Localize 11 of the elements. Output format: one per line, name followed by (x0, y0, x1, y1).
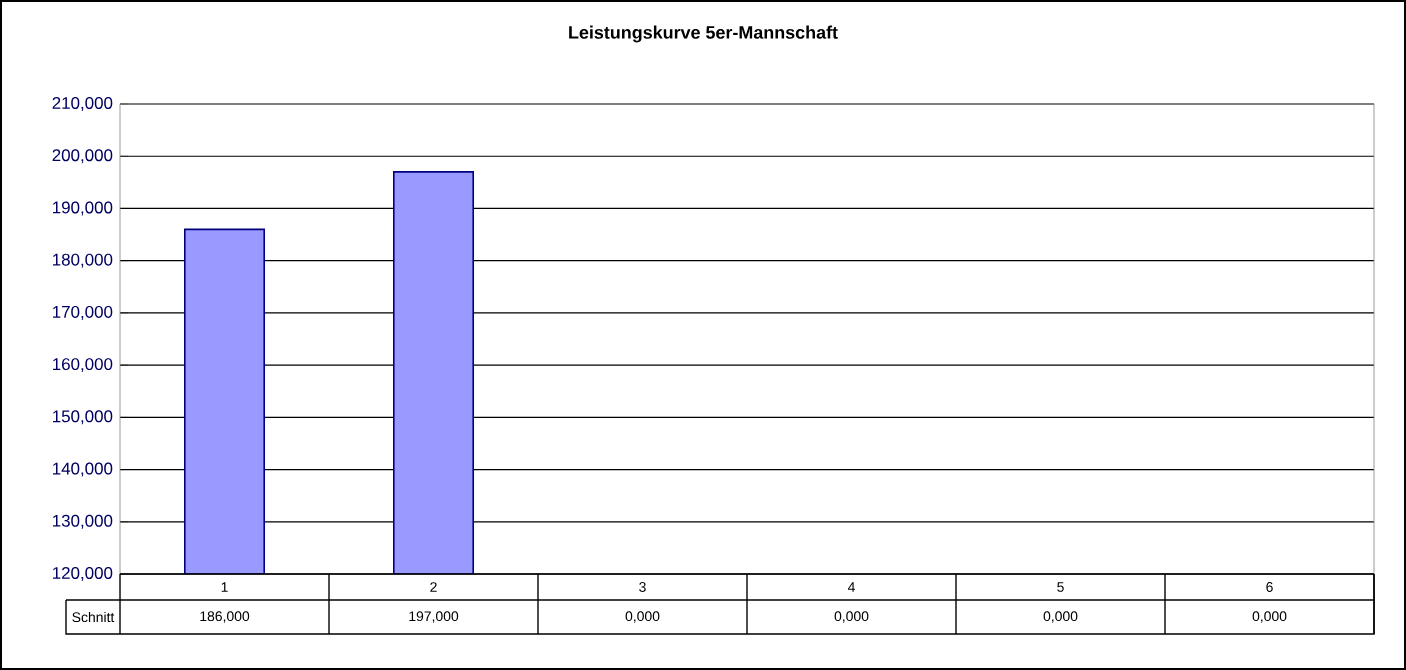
y-tick-label: 130,000 (53, 514, 113, 529)
y-tick-label: 140,000 (53, 462, 113, 477)
y-tick-label: 200,000 (52, 149, 113, 164)
y-tick-label: 160,000 (53, 358, 113, 373)
y-tick-label: 170,000 (53, 305, 113, 320)
chart-title: Leistungskurve 5er-Mannschaft (569, 25, 838, 43)
y-tick-label: 150,000 (53, 410, 113, 425)
y-tick-label: 210,000 (52, 97, 113, 111)
y-tick-label: 190,000 (53, 201, 113, 216)
y-tick-label: 180,000 (53, 253, 113, 268)
y-tick-label: 120,000 (53, 567, 113, 581)
